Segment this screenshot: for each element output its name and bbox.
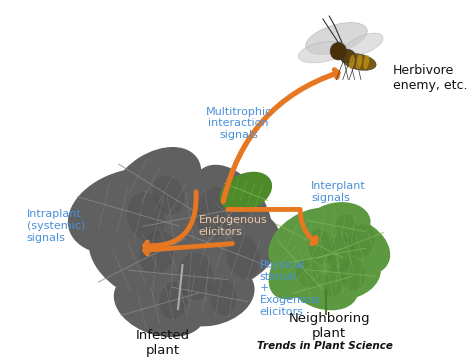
Ellipse shape — [287, 259, 358, 310]
Text: Interplant
signals: Interplant signals — [311, 181, 366, 203]
Ellipse shape — [322, 267, 345, 296]
Ellipse shape — [339, 49, 356, 63]
Ellipse shape — [308, 230, 335, 264]
Ellipse shape — [152, 175, 184, 214]
Ellipse shape — [269, 231, 332, 299]
Ellipse shape — [342, 54, 376, 70]
Ellipse shape — [139, 231, 174, 274]
Ellipse shape — [192, 165, 273, 258]
Text: Infested
plant: Infested plant — [136, 329, 190, 357]
Ellipse shape — [165, 262, 255, 327]
Text: Endogenous
elicitors: Endogenous elicitors — [199, 215, 267, 237]
Ellipse shape — [114, 271, 206, 337]
Circle shape — [330, 43, 346, 60]
Ellipse shape — [226, 235, 260, 278]
Ellipse shape — [210, 278, 237, 316]
Text: Intraplant
(systemic)
signals: Intraplant (systemic) signals — [27, 209, 85, 243]
Ellipse shape — [127, 192, 165, 241]
Ellipse shape — [89, 218, 195, 302]
Ellipse shape — [302, 202, 371, 250]
Text: Neighboring
plant: Neighboring plant — [288, 312, 370, 340]
Ellipse shape — [344, 33, 383, 56]
Text: Physical
stimuli
+
Exogenous
elicitors: Physical stimuli + Exogenous elicitors — [259, 260, 320, 317]
Ellipse shape — [68, 168, 189, 254]
Ellipse shape — [364, 55, 369, 69]
Ellipse shape — [178, 253, 213, 300]
Ellipse shape — [349, 55, 355, 69]
Ellipse shape — [306, 23, 367, 54]
Text: Trends in Plant Science: Trends in Plant Science — [257, 341, 392, 351]
Ellipse shape — [196, 188, 234, 238]
Ellipse shape — [349, 224, 375, 258]
Ellipse shape — [159, 282, 188, 319]
Ellipse shape — [356, 55, 362, 69]
Ellipse shape — [268, 207, 350, 274]
Ellipse shape — [133, 173, 259, 259]
Ellipse shape — [298, 41, 347, 63]
Ellipse shape — [109, 147, 201, 227]
Text: Herbivore
enemy, etc.: Herbivore enemy, etc. — [392, 64, 467, 92]
Ellipse shape — [295, 260, 321, 288]
Ellipse shape — [119, 236, 237, 314]
Ellipse shape — [341, 258, 365, 290]
Ellipse shape — [225, 181, 259, 217]
Ellipse shape — [301, 245, 381, 300]
Ellipse shape — [336, 214, 357, 242]
Ellipse shape — [310, 215, 390, 276]
Ellipse shape — [327, 235, 355, 271]
Ellipse shape — [220, 172, 272, 212]
Ellipse shape — [175, 210, 280, 291]
Ellipse shape — [283, 224, 372, 286]
Text: Multitrophic
interaction
signals: Multitrophic interaction signals — [206, 107, 272, 140]
